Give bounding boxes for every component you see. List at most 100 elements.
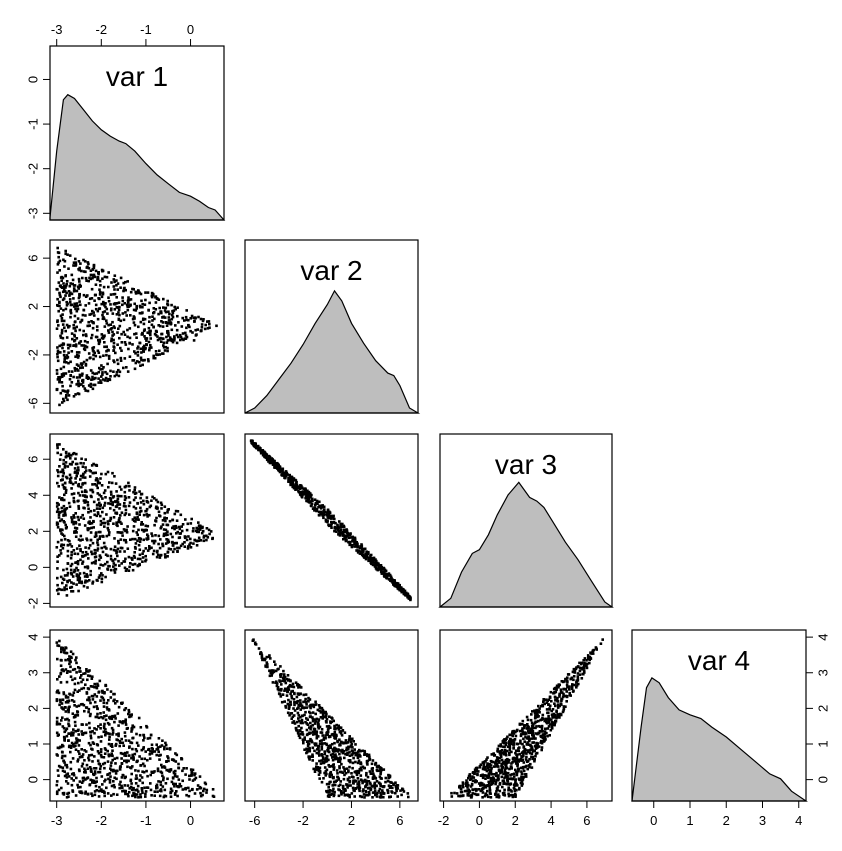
scatter-point — [332, 783, 336, 787]
scatter-point — [57, 470, 60, 474]
scatter-point — [162, 297, 165, 301]
scatter-point — [330, 733, 334, 736]
scatter-point — [118, 531, 121, 534]
scatter-point — [63, 356, 67, 359]
scatter-point — [120, 522, 123, 525]
scatter-point — [56, 288, 59, 291]
scatter-point — [484, 792, 488, 795]
scatter-point — [261, 449, 265, 452]
scatter-point — [74, 477, 77, 480]
scatter-point — [150, 752, 154, 755]
scatter-point — [384, 776, 388, 780]
scatter-point — [378, 566, 382, 569]
scatter-point — [145, 513, 149, 516]
scatter-point — [98, 785, 101, 789]
scatter-point — [158, 546, 162, 550]
scatter-point — [56, 583, 59, 587]
scatter-point — [343, 769, 346, 773]
scatter-point — [287, 678, 291, 681]
scatter-point — [61, 510, 64, 513]
scatter-point — [121, 774, 125, 777]
scatter-point — [89, 369, 93, 372]
scatter-point — [141, 363, 144, 367]
scatter-point — [134, 496, 137, 499]
scatter-point — [528, 751, 532, 755]
scatter-point — [63, 588, 66, 592]
scatter-point — [87, 756, 90, 760]
scatter-point — [171, 777, 175, 780]
scatter-point — [309, 721, 312, 725]
scatter-point — [153, 539, 157, 543]
scatter-point — [171, 313, 174, 317]
scatter-point — [177, 766, 181, 770]
scatter-point — [133, 752, 137, 756]
scatter-point — [348, 795, 351, 799]
scatter-point — [101, 367, 104, 371]
scatter-point — [66, 391, 69, 394]
scatter-point — [283, 687, 287, 691]
scatter-point — [147, 340, 151, 344]
scatter-point — [313, 508, 316, 512]
scatter-point — [552, 712, 556, 716]
scatter-point — [136, 502, 139, 505]
scatter-point — [329, 770, 333, 774]
scatter-point — [68, 301, 72, 304]
scatter-point — [293, 486, 297, 490]
scatter-point — [121, 534, 124, 537]
scatter-point — [366, 775, 370, 779]
scatter-point — [320, 753, 323, 756]
scatter-point — [262, 657, 266, 661]
scatter-point — [104, 553, 108, 556]
scatter-point — [60, 659, 63, 662]
scatter-point — [478, 766, 482, 769]
scatter-point — [490, 753, 494, 756]
scatter-point — [77, 482, 81, 486]
scatter-point — [76, 471, 79, 475]
scatter-point — [72, 773, 76, 777]
scatter-point — [334, 737, 338, 740]
scatter-point — [342, 791, 345, 794]
scatter-point — [166, 550, 170, 554]
scatter-point — [135, 760, 138, 764]
scatter-point — [103, 310, 107, 313]
scatter-point — [132, 725, 136, 729]
scatter-point — [102, 711, 105, 714]
scatter-point — [56, 657, 59, 661]
scatter-point — [93, 513, 96, 517]
scatter-point — [108, 738, 111, 741]
scatter-point — [488, 763, 492, 766]
scatter-point — [76, 552, 80, 556]
scatter-point — [530, 752, 534, 755]
scatter-point — [306, 744, 310, 748]
scatter-point — [297, 717, 300, 720]
scatter-point — [126, 751, 129, 754]
scatter-point — [96, 480, 100, 483]
scatter-point — [288, 473, 291, 477]
scatter-point — [325, 513, 328, 517]
scatter-point — [69, 746, 73, 749]
scatter-point — [189, 768, 193, 771]
scatter-point — [133, 551, 136, 554]
scatter-point — [305, 722, 309, 725]
scatter-point — [80, 383, 83, 386]
scatter-point — [299, 732, 303, 736]
scatter-point — [206, 320, 209, 323]
scatter-point — [141, 331, 144, 335]
scatter-point — [63, 510, 67, 513]
scatter-point — [315, 734, 319, 738]
scatter-point — [502, 745, 505, 749]
scatter-point — [82, 308, 86, 312]
scatter-point — [123, 502, 126, 505]
scatter-point — [102, 541, 106, 545]
scatter-point — [110, 339, 113, 343]
scatter-point — [131, 343, 134, 346]
scatter-point — [171, 535, 174, 539]
scatter-point — [144, 795, 147, 798]
scatter-point — [140, 492, 144, 496]
scatter-point — [81, 372, 84, 376]
scatter-point — [129, 785, 133, 789]
scatter-point — [375, 792, 378, 796]
scatter-point — [189, 546, 193, 549]
scatter-point — [318, 771, 322, 774]
scatter-point — [80, 723, 84, 726]
